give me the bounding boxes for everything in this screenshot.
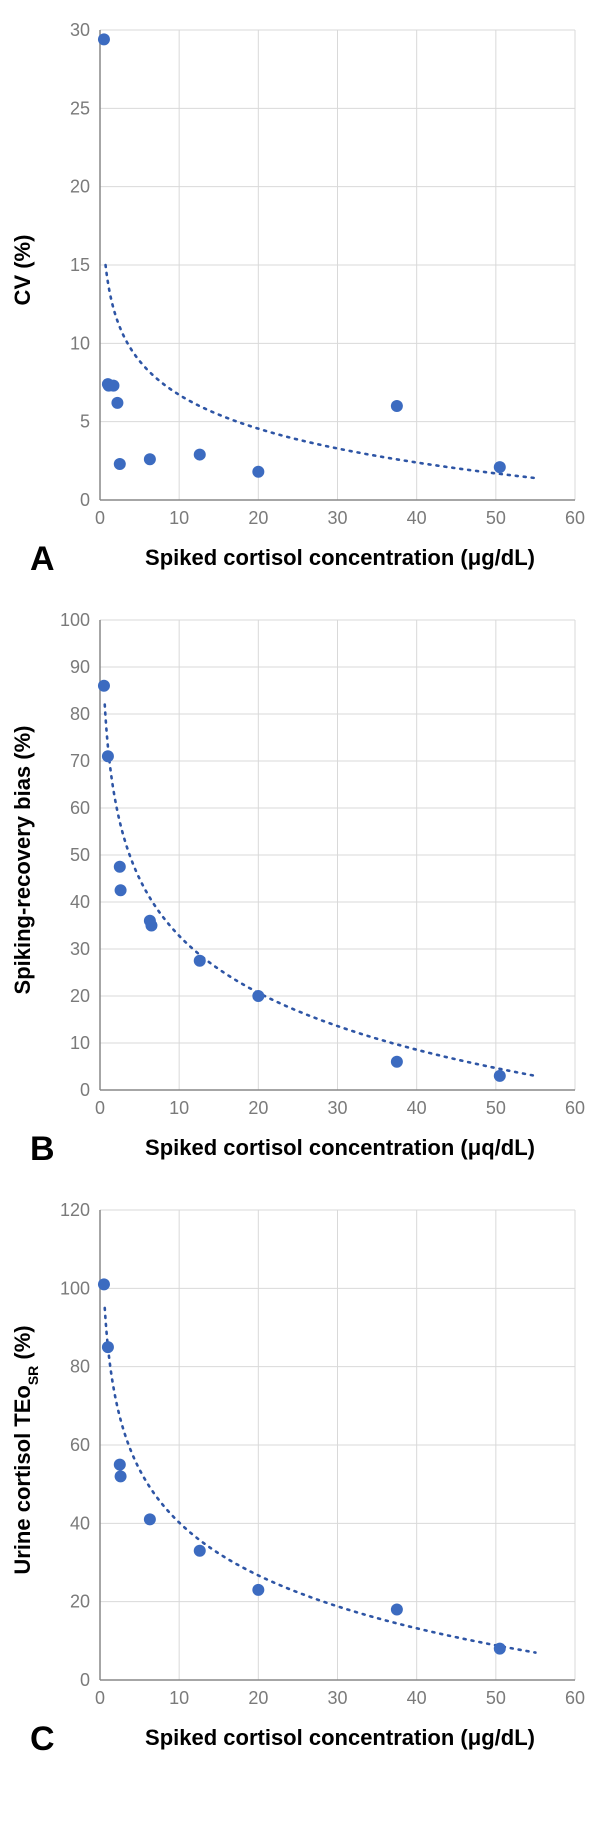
- svg-text:30: 30: [327, 1688, 347, 1708]
- svg-text:20: 20: [248, 1098, 268, 1118]
- chart-a: 0 10 20 30 40 50 60 0 5 10 15 20 25 30 Spiked cortisol…: [0, 10, 593, 600]
- svg-text:70: 70: [70, 751, 90, 771]
- svg-text:60: 60: [70, 798, 90, 818]
- svg-text:Spiked cortisol concentration: Spiked cortisol concentration (μq/dL): [145, 1135, 535, 1160]
- svg-text:30: 30: [70, 20, 90, 40]
- svg-text:40: 40: [407, 1098, 427, 1118]
- chart-c: 0 10 20 30 40 50 60 0 20 40 60 80 100 120 Spiked corti…: [0, 1190, 593, 1780]
- panel-c: 0 10 20 30 40 50 60 0 20 40 60 80 100 120 Spiked corti…: [0, 1190, 593, 1780]
- svg-text:15: 15: [70, 255, 90, 275]
- chart-b: 0 10 20 30 40 50 60 0 10 20 30 40 50 60 70 80 90 100 Spike…: [0, 600, 593, 1190]
- panel-a: 0 10 20 30 40 50 60 0 5 10 15 20 25 30 Spiked cortisol…: [0, 10, 593, 600]
- svg-text:80: 80: [70, 1357, 90, 1377]
- svg-text:50: 50: [486, 1098, 506, 1118]
- svg-text:0: 0: [95, 1098, 105, 1118]
- svg-text:30: 30: [327, 1098, 347, 1118]
- svg-text:20: 20: [248, 1688, 268, 1708]
- svg-text:40: 40: [407, 1688, 427, 1708]
- figure-container: 0 10 20 30 40 50 60 0 5 10 15 20 25 30 Spiked cortisol…: [0, 0, 593, 1800]
- svg-text:B: B: [30, 1130, 55, 1168]
- svg-text:CV (%): CV (%): [10, 235, 35, 306]
- svg-text:10: 10: [169, 1098, 189, 1118]
- svg-text:60: 60: [565, 508, 585, 528]
- svg-text:10: 10: [70, 1033, 90, 1053]
- svg-text:A: A: [30, 540, 55, 578]
- svg-text:80: 80: [70, 704, 90, 724]
- svg-text:10: 10: [169, 508, 189, 528]
- svg-text:Spiked cortisol concentration: Spiked cortisol concentration (μg/dL): [145, 545, 535, 570]
- svg-text:Spiked cortisol concentration: Spiked cortisol concentration (μg/dL): [145, 1725, 535, 1750]
- svg-text:Spiking-recovery bias (%): Spiking-recovery bias (%): [10, 726, 35, 995]
- svg-text:40: 40: [70, 892, 90, 912]
- svg-text:50: 50: [70, 845, 90, 865]
- svg-text:100: 100: [60, 610, 90, 630]
- svg-text:0: 0: [80, 1080, 90, 1100]
- svg-text:40: 40: [407, 508, 427, 528]
- svg-text:60: 60: [70, 1435, 90, 1455]
- svg-text:30: 30: [70, 939, 90, 959]
- svg-text:0: 0: [95, 508, 105, 528]
- svg-text:0: 0: [80, 1670, 90, 1690]
- svg-text:40: 40: [70, 1513, 90, 1533]
- svg-text:90: 90: [70, 657, 90, 677]
- svg-text:10: 10: [169, 1688, 189, 1708]
- svg-text:0: 0: [95, 1688, 105, 1708]
- svg-text:20: 20: [70, 1592, 90, 1612]
- svg-text:5: 5: [80, 412, 90, 432]
- svg-text:25: 25: [70, 98, 90, 118]
- svg-text:120: 120: [60, 1200, 90, 1220]
- svg-text:20: 20: [70, 177, 90, 197]
- svg-text:60: 60: [565, 1098, 585, 1118]
- svg-text:50: 50: [486, 1688, 506, 1708]
- svg-text:60: 60: [565, 1688, 585, 1708]
- svg-text:100: 100: [60, 1278, 90, 1298]
- svg-text:50: 50: [486, 508, 506, 528]
- svg-text:0: 0: [80, 490, 90, 510]
- svg-text:30: 30: [327, 508, 347, 528]
- svg-text:20: 20: [70, 986, 90, 1006]
- svg-text:10: 10: [70, 333, 90, 353]
- panel-b: 0 10 20 30 40 50 60 0 10 20 30 40 50 60 70 80 90 100 Spike…: [0, 600, 593, 1190]
- svg-text:20: 20: [248, 508, 268, 528]
- svg-text:C: C: [30, 1720, 55, 1758]
- svg-text:Urine cortisol TEoSR (%): Urine cortisol TEoSR (%): [10, 1325, 41, 1574]
